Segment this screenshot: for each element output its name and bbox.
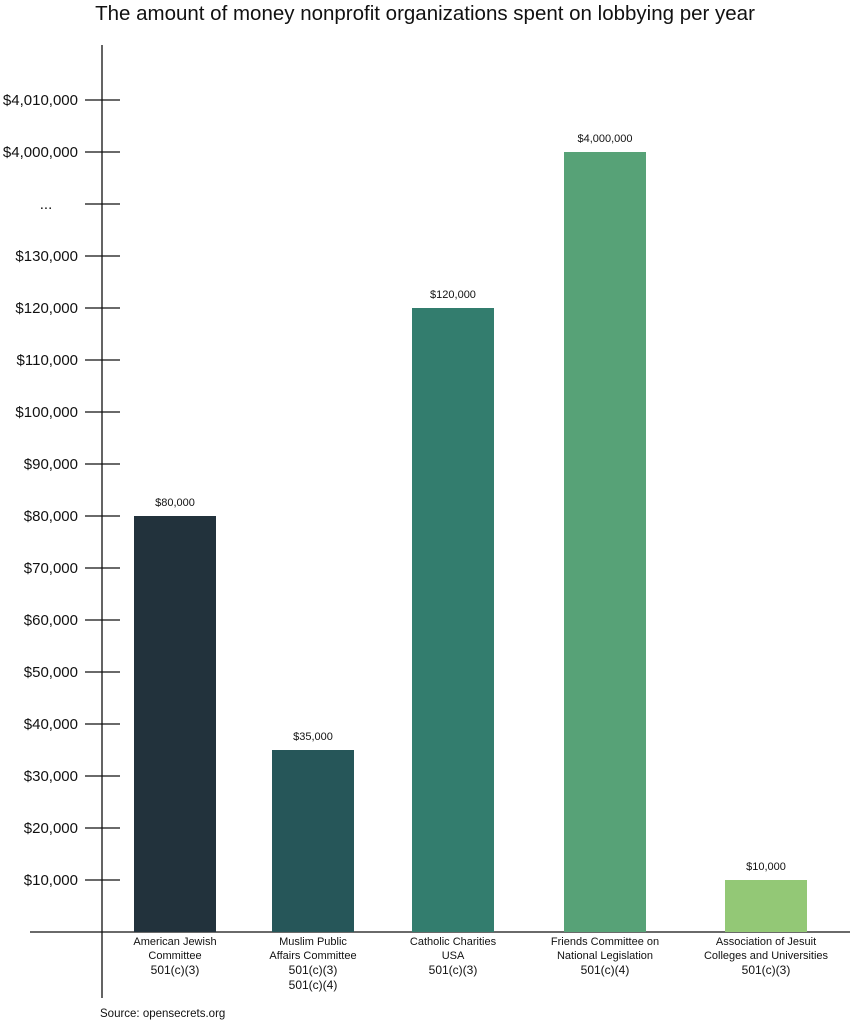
y-tick-label: $70,000 [24,560,78,577]
value-labels: $80,000 $35,000 $120,000 $4,000,000 $10,000 [155,133,786,873]
category-name-line: Association of Jesuit [715,936,817,948]
category-name-line: Affairs Committee [269,949,357,962]
category-label: American Jewish Committee 501(c)(3) [105,936,245,978]
tax-status-code: 501(c)(4) [580,963,630,977]
category-name-line: American Jewish [133,936,217,948]
category-label: Catholic Charities USA 501(c)(3) [383,936,523,978]
y-axis-ticks: $10,000 $20,000 $30,000 $40,000 $50,000 $60,0… [3,92,120,889]
y-tick-label: $110,000 [17,352,78,369]
bar [564,152,646,932]
y-tick-label: $90,000 [24,456,78,473]
category-name-line: National Legislation [556,949,653,962]
y-tick-label: $10,000 [24,872,78,889]
y-tick-label: $40,000 [24,716,78,733]
y-tick-label: $60,000 [24,612,78,629]
bar-value-label: $10,000 [746,861,786,873]
category-name-line: Muslim Public [279,936,347,948]
category-label: Muslim Public Affairs Committee 501(c)(3) 5… [243,936,383,992]
tax-status-code: 501(c)(3) [428,963,478,977]
y-tick-label: $50,000 [24,664,78,681]
bar [134,516,216,932]
chart-title: The amount of money nonprofit organizati… [95,2,755,25]
category-label: Association of Jesuit Colleges and Univer… [696,936,836,978]
bar [725,880,807,932]
y-tick-label: $80,000 [24,508,78,525]
y-tick-label: $4,000,000 [3,144,78,161]
y-tick-label: $100,000 [15,404,78,421]
bars [134,152,807,932]
category-label: Friends Committee on National Legislation… [535,936,675,978]
category-name-line: Friends Committee on [550,936,660,948]
category-name-line: Committee [148,949,202,962]
y-tick-label: $4,010,000 [3,92,78,109]
tax-status-code: 501(c)(4) [288,977,338,992]
category-name-line: USA [441,949,465,962]
tax-status-code: 501(c)(3) [288,963,338,977]
bar [412,308,494,932]
bar-value-label: $80,000 [155,497,195,509]
tax-status-code: 501(c)(3) [741,963,791,977]
tax-status-code: 501(c)(3) [150,963,200,977]
category-name-line: Colleges and Universities [703,949,829,962]
bar-value-label: $120,000 [430,289,476,301]
bar-value-label: $4,000,000 [577,133,632,145]
y-tick-label: $20,000 [24,820,78,837]
y-tick-label: $130,000 [15,248,78,265]
bar [272,750,354,932]
source-note: Source: opensecrets.org [100,1008,226,1020]
y-tick-label: $120,000 [15,300,78,317]
axis-break-label: ... [40,196,53,213]
bar-value-label: $35,000 [293,731,333,743]
y-tick-label: $30,000 [24,768,78,785]
category-name-line: Catholic Charities [409,936,497,948]
